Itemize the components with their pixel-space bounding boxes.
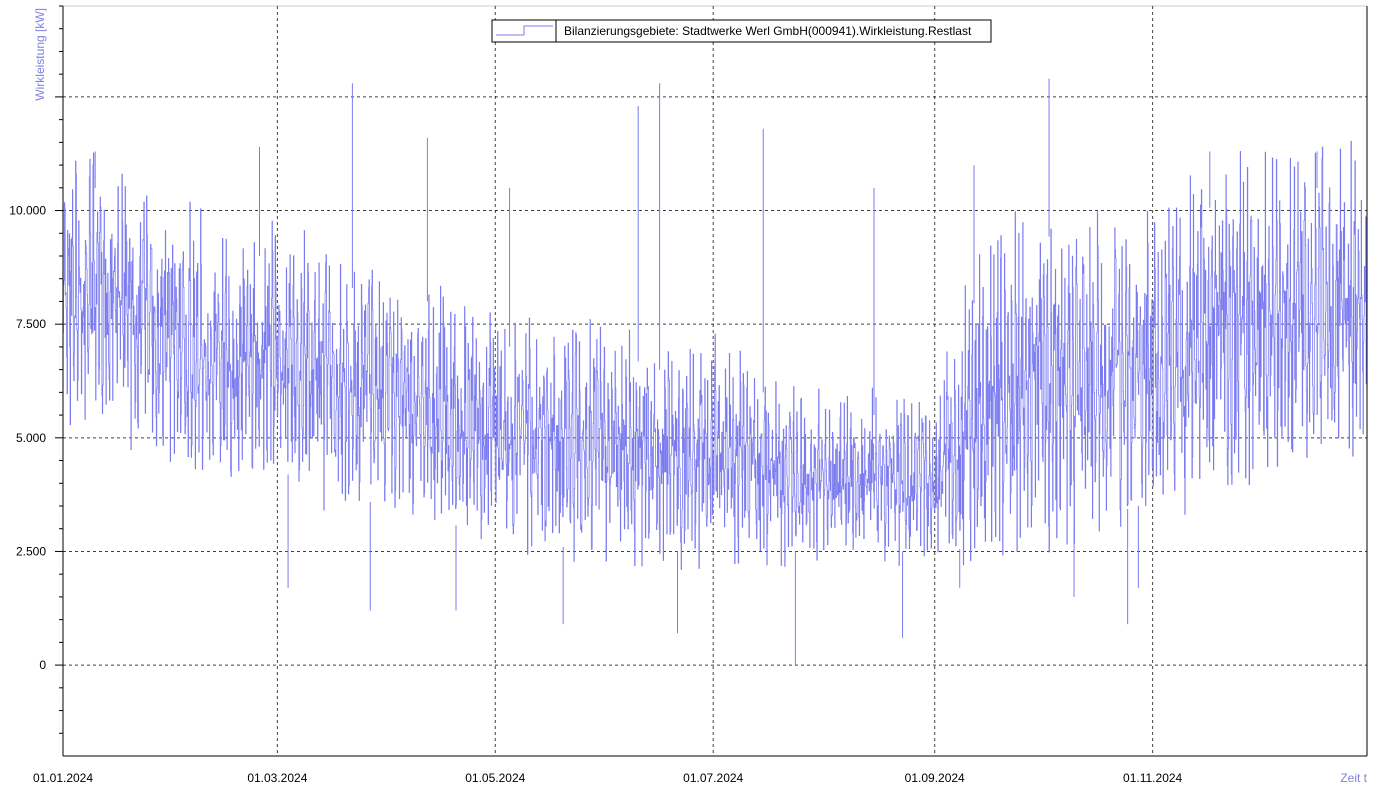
- x-tick-label: 01.11.2024: [1123, 771, 1182, 785]
- legend-box: [491, 19, 992, 43]
- x-tick-label: 01.07.2024: [683, 771, 743, 785]
- series-line: [63, 140, 1367, 570]
- x-tick-label: 01.09.2024: [905, 771, 965, 785]
- y-tick-label: 2.500: [16, 544, 46, 558]
- y-tick-label: 7.500: [16, 317, 46, 331]
- y-tick-label: 10.000: [9, 204, 46, 218]
- legend-swatch: [496, 25, 553, 36]
- legend: Bilanzierungsgebiete: Stadtwerke Werl Gm…: [491, 19, 992, 43]
- x-axis-title: Zeit t: [1340, 771, 1367, 785]
- y-tick-label: 5.000: [16, 431, 46, 445]
- axes: 0 2.500 5.000 7.500 10.000 01.01.2024 01.03.20…: [9, 5, 1368, 785]
- x-tick-label: 01.01.2024: [33, 771, 93, 785]
- y-axis-title: Wirkleistung [kW]: [33, 8, 47, 101]
- legend-label: Bilanzierungsgebiete: Stadtwerke Werl Gm…: [564, 24, 972, 38]
- x-tick-label: 01.03.2024: [247, 771, 307, 785]
- x-tick-label: 01.05.2024: [465, 771, 525, 785]
- y-tick-label: 0: [39, 658, 46, 672]
- series-restlast: [63, 78, 1368, 666]
